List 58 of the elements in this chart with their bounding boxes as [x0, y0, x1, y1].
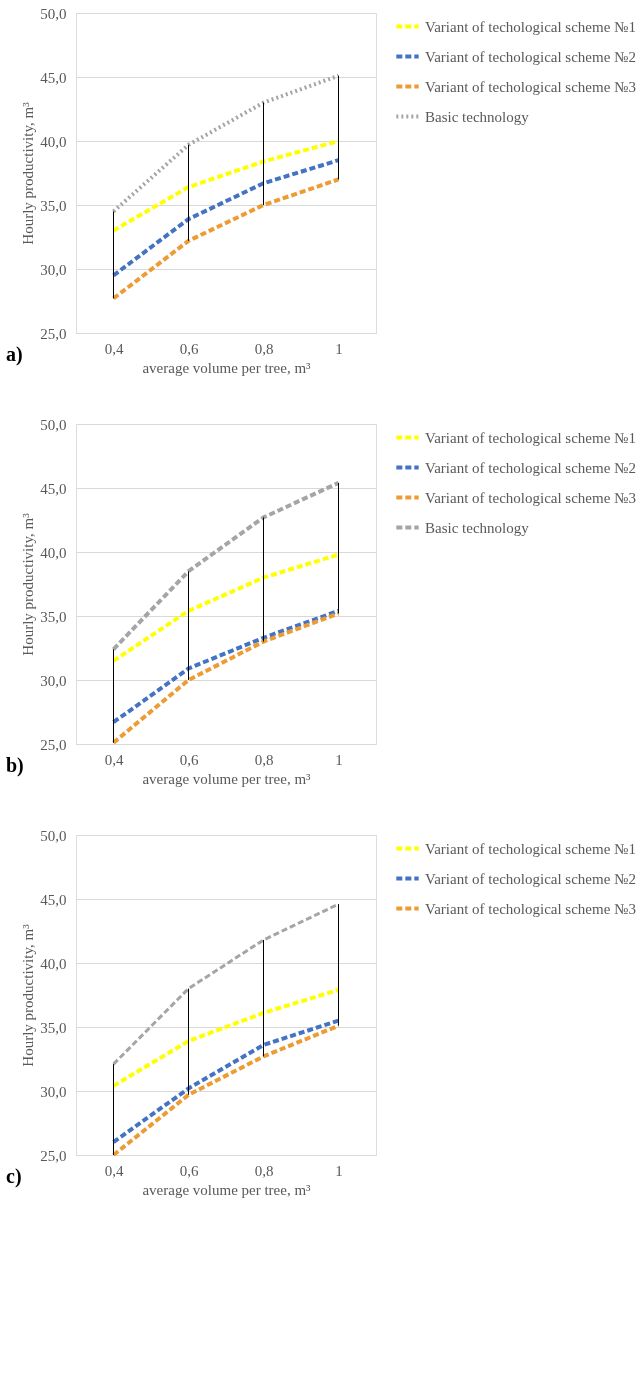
- x-axis-title: average volume per tree, m³: [142, 359, 312, 376]
- y-tick-label: 25,0: [40, 736, 67, 753]
- x-tick-label: 0,4: [104, 751, 124, 768]
- y-tick-label: 45,0: [40, 69, 67, 86]
- y-tick-label: 45,0: [40, 480, 67, 497]
- line-series: [111, 158, 341, 278]
- x-tick-label: 0,4: [104, 340, 124, 357]
- y-tick-label: 30,0: [40, 672, 67, 689]
- x-tick-label: 0,6: [179, 1162, 199, 1179]
- x-tick-label: 1: [335, 751, 343, 768]
- legend-label: Variant of techological scheme №2: [425, 48, 636, 65]
- line-series: [111, 608, 341, 725]
- y-tick-label: 40,0: [40, 955, 67, 972]
- line-series: [111, 73, 341, 214]
- y-tick-label: 50,0: [40, 416, 67, 433]
- x-axis-title: average volume per tree, m³: [142, 1181, 312, 1198]
- x-tick-label: 0,8: [254, 751, 274, 768]
- y-tick-label: 35,0: [40, 1019, 67, 1036]
- y-axis-title: Hourly productivity, m³: [20, 512, 37, 656]
- x-tick-label: 0,4: [104, 1162, 124, 1179]
- legend-label: Variant of techological scheme №1: [425, 429, 636, 446]
- y-tick-label: 40,0: [40, 133, 67, 150]
- y-axis-title: Hourly productivity, m³: [20, 101, 37, 245]
- text: b): [6, 754, 24, 777]
- x-tick-label: 1: [335, 1162, 343, 1179]
- legend-label: Variant of techological scheme №1: [425, 18, 636, 35]
- line-series: [111, 480, 341, 652]
- x-tick-label: 0,8: [254, 1162, 274, 1179]
- y-tick-label: 40,0: [40, 544, 67, 561]
- legend-label: Variant of techological scheme №3: [425, 489, 636, 506]
- text: c): [6, 1165, 22, 1188]
- legend-label: Variant of techological scheme №2: [425, 459, 636, 476]
- x-tick-label: 1: [335, 340, 343, 357]
- y-tick-label: 45,0: [40, 891, 67, 908]
- y-tick-label: 25,0: [40, 1147, 67, 1164]
- x-axis-title: average volume per tree, m³: [142, 770, 312, 787]
- line-series: [111, 611, 341, 745]
- x-tick-label: 0,6: [179, 340, 199, 357]
- legend-label: Variant of techological scheme №2: [425, 870, 636, 887]
- line-series: [111, 177, 341, 301]
- y-tick-label: 30,0: [40, 261, 67, 278]
- y-tick-label: 50,0: [40, 5, 67, 22]
- y-tick-label: 25,0: [40, 325, 67, 342]
- y-tick-label: 35,0: [40, 608, 67, 625]
- line-series: [111, 987, 341, 1088]
- y-axis-title: Hourly productivity, m³: [20, 923, 37, 1067]
- legend-label: Basic technology: [425, 519, 530, 536]
- legend-label: Variant of techological scheme №3: [425, 78, 636, 95]
- y-tick-label: 35,0: [40, 197, 67, 214]
- legend-label: Variant of techological scheme №1: [425, 840, 636, 857]
- legend-label: Basic technology: [425, 108, 530, 125]
- x-tick-label: 0,6: [179, 751, 199, 768]
- x-tick-label: 0,8: [254, 340, 274, 357]
- y-tick-label: 30,0: [40, 1083, 67, 1100]
- legend-label: Variant of techological scheme №3: [425, 900, 636, 917]
- y-tick-label: 50,0: [40, 827, 67, 844]
- text: a): [6, 343, 23, 366]
- line-series: [111, 139, 341, 233]
